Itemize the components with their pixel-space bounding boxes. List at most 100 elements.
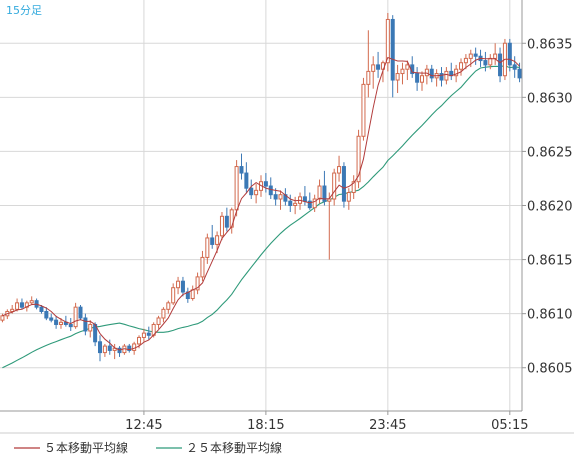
candle-body xyxy=(78,306,83,319)
candle-body xyxy=(210,237,215,245)
chart-title: 15分足 xyxy=(6,4,42,17)
candle-body xyxy=(400,68,405,75)
candle xyxy=(44,307,49,321)
candle xyxy=(83,313,88,336)
candle xyxy=(78,305,83,321)
candle xyxy=(200,250,205,282)
candle-body xyxy=(332,172,337,200)
candle-body xyxy=(58,321,63,325)
candle-body xyxy=(244,172,249,189)
candle-body xyxy=(341,166,346,202)
candle-body xyxy=(29,300,34,304)
candle xyxy=(39,305,44,314)
candle-body xyxy=(307,200,312,209)
candle xyxy=(176,276,181,295)
candle-body xyxy=(468,53,473,59)
candle xyxy=(254,183,259,204)
candle-body xyxy=(337,166,342,174)
candle-body xyxy=(146,332,151,336)
candle xyxy=(19,298,24,310)
candle xyxy=(29,296,34,306)
candle xyxy=(361,77,366,141)
candle-body xyxy=(249,187,254,196)
candle-body xyxy=(356,135,361,183)
candle-layer xyxy=(0,12,522,362)
candle xyxy=(195,272,200,295)
candle xyxy=(239,153,244,180)
candle-body xyxy=(19,302,24,308)
candle xyxy=(390,15,395,98)
candle-body xyxy=(132,343,137,351)
candle xyxy=(156,315,161,329)
y-tick-label: 0.8610 xyxy=(527,308,573,323)
candle xyxy=(356,129,361,189)
candle-body xyxy=(102,345,107,354)
candle xyxy=(166,300,171,314)
candle-body xyxy=(254,189,259,196)
candle xyxy=(498,47,503,83)
axis-layer: 0.8605 0.8610 0.8615 0.8620 0.8625 0.8630 0.86… xyxy=(0,0,574,434)
y-tick-label: 0.8635 xyxy=(527,37,573,52)
candle xyxy=(161,307,166,323)
candle xyxy=(424,64,429,85)
candle-body xyxy=(419,75,425,83)
candle xyxy=(463,54,468,70)
candle xyxy=(459,58,464,76)
y-tick-label: 0.8630 xyxy=(527,91,573,106)
candle xyxy=(283,188,288,206)
candle xyxy=(327,192,332,260)
candle-body xyxy=(190,289,195,300)
candle xyxy=(346,188,351,210)
candle-body xyxy=(302,196,307,202)
candle-body xyxy=(39,306,44,312)
candle xyxy=(366,30,371,98)
candle-body xyxy=(141,332,146,338)
candle-body xyxy=(176,280,181,289)
candle-body xyxy=(444,70,449,81)
candle-body xyxy=(459,62,464,70)
candle xyxy=(312,194,317,212)
candle xyxy=(444,67,449,85)
candle-body xyxy=(161,308,166,319)
candle-body xyxy=(180,280,185,293)
candle xyxy=(302,186,307,206)
candle xyxy=(351,175,356,200)
candle xyxy=(97,335,103,362)
candle xyxy=(15,298,20,312)
candle-body xyxy=(488,57,493,66)
y-tick-label: 0.8620 xyxy=(527,200,573,215)
candle xyxy=(288,194,293,212)
candle xyxy=(210,224,215,249)
candle xyxy=(146,326,151,340)
candle-body xyxy=(424,68,429,77)
candle xyxy=(54,315,59,329)
candle xyxy=(205,233,210,264)
candle xyxy=(337,155,342,182)
x-tick-label: 05:15 xyxy=(491,418,528,433)
y-tick-label: 0.8625 xyxy=(527,145,573,160)
candle-body xyxy=(278,194,283,200)
candle xyxy=(322,170,327,206)
candle xyxy=(507,38,512,72)
candle-body xyxy=(385,18,390,64)
ma5-line xyxy=(2,56,520,351)
candle-body xyxy=(517,68,522,79)
candle-body xyxy=(439,73,444,81)
x-tick-label: 23:45 xyxy=(369,418,406,433)
candle xyxy=(180,276,185,297)
candle xyxy=(385,12,390,72)
candle-body xyxy=(405,64,410,70)
candle xyxy=(127,343,132,353)
candle-body xyxy=(327,198,332,202)
candle xyxy=(483,51,488,72)
legend-ma5-label: ５本移動平均線 xyxy=(44,440,128,455)
candle-body xyxy=(44,310,49,319)
candle xyxy=(229,207,234,234)
candle xyxy=(410,56,415,78)
candle xyxy=(307,192,312,210)
ma5-layer xyxy=(2,56,520,351)
candle-body xyxy=(88,323,93,332)
candle-body xyxy=(322,185,327,202)
candle xyxy=(493,43,498,65)
